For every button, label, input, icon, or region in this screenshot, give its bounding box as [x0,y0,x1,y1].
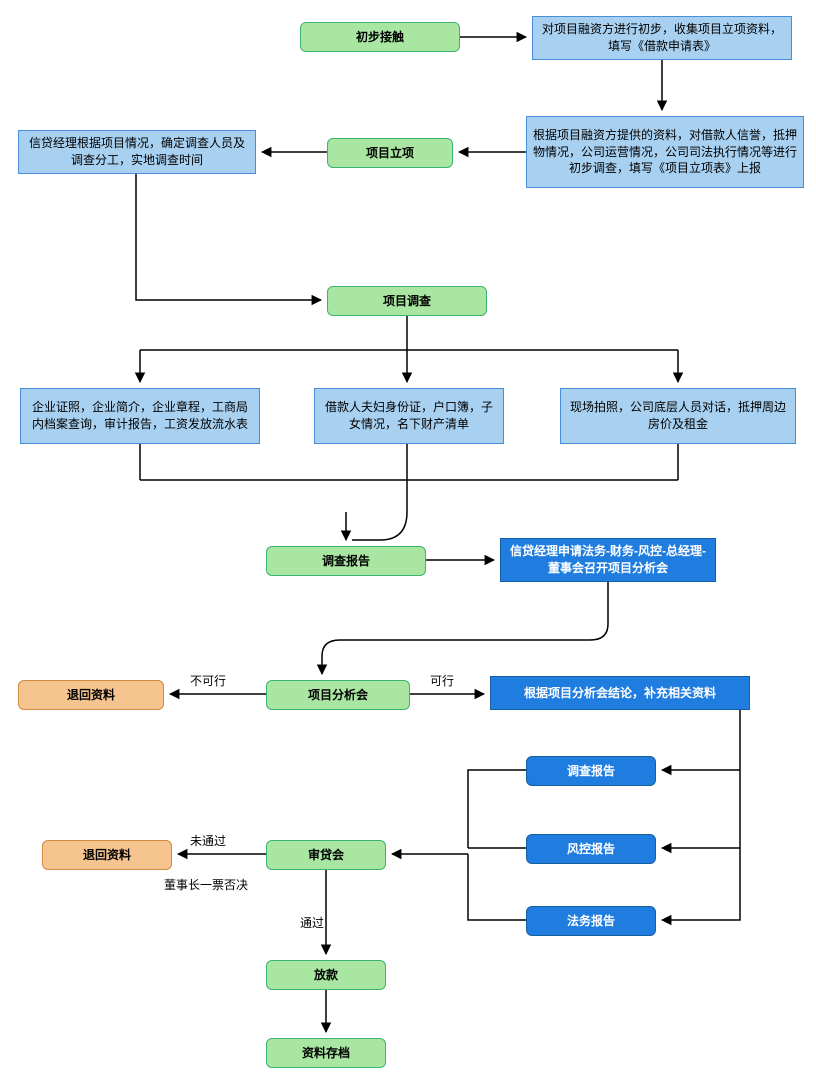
node-archive-materials: 资料存档 [266,1038,386,1068]
edge-label-not-passed: 未通过 [190,832,226,849]
node-preliminary-investigation: 根据项目融资方提供的资料，对借款人信誉，抵押物情况，公司运营情况，公司司法执行情… [526,116,804,188]
node-return-materials-1: 退回资料 [18,680,164,710]
node-initial-contact: 初步接触 [300,22,460,52]
node-risk-control-report: 风控报告 [526,834,656,864]
node-legal-report: 法务报告 [526,906,656,936]
node-return-materials-2: 退回资料 [42,840,172,870]
node-disburse-loan: 放款 [266,960,386,990]
node-onsite-photos: 现场拍照，公司底层人员对话，抵押周边房价及租金 [560,388,796,444]
node-credit-manager-assign: 信贷经理根据项目情况，确定调查人员及调查分工，实地调查时间 [18,130,256,174]
node-supplement-materials: 根据项目分析会结论，补充相关资料 [490,676,750,710]
edge-label-passed: 通过 [300,914,324,931]
edge-label-feasible: 可行 [430,672,454,689]
node-investigation-report: 调查报告 [266,546,426,576]
node-enterprise-docs: 企业证照，企业简介，企业章程，工商局内档案查询，审计报告，工资发放流水表 [20,388,260,444]
node-loan-review-meeting: 审贷会 [266,840,386,870]
node-analysis-meeting-request: 信贷经理申请法务-财务-风控-总经理-董事会召开项目分析会 [500,538,716,582]
node-project-establishment: 项目立项 [327,138,453,168]
node-collect-materials: 对项目融资方进行初步，收集项目立项资料，填写《借款申请表》 [532,16,792,60]
node-borrower-docs: 借款人夫妇身份证，户口簿，子女情况，名下财产清单 [314,388,504,444]
edge-label-chairman-veto: 董事长一票否决 [164,876,248,893]
node-project-analysis-meeting: 项目分析会 [266,680,410,710]
node-project-investigation: 项目调查 [327,286,487,316]
node-investigation-report-2: 调查报告 [526,756,656,786]
edge-label-infeasible: 不可行 [190,672,226,689]
